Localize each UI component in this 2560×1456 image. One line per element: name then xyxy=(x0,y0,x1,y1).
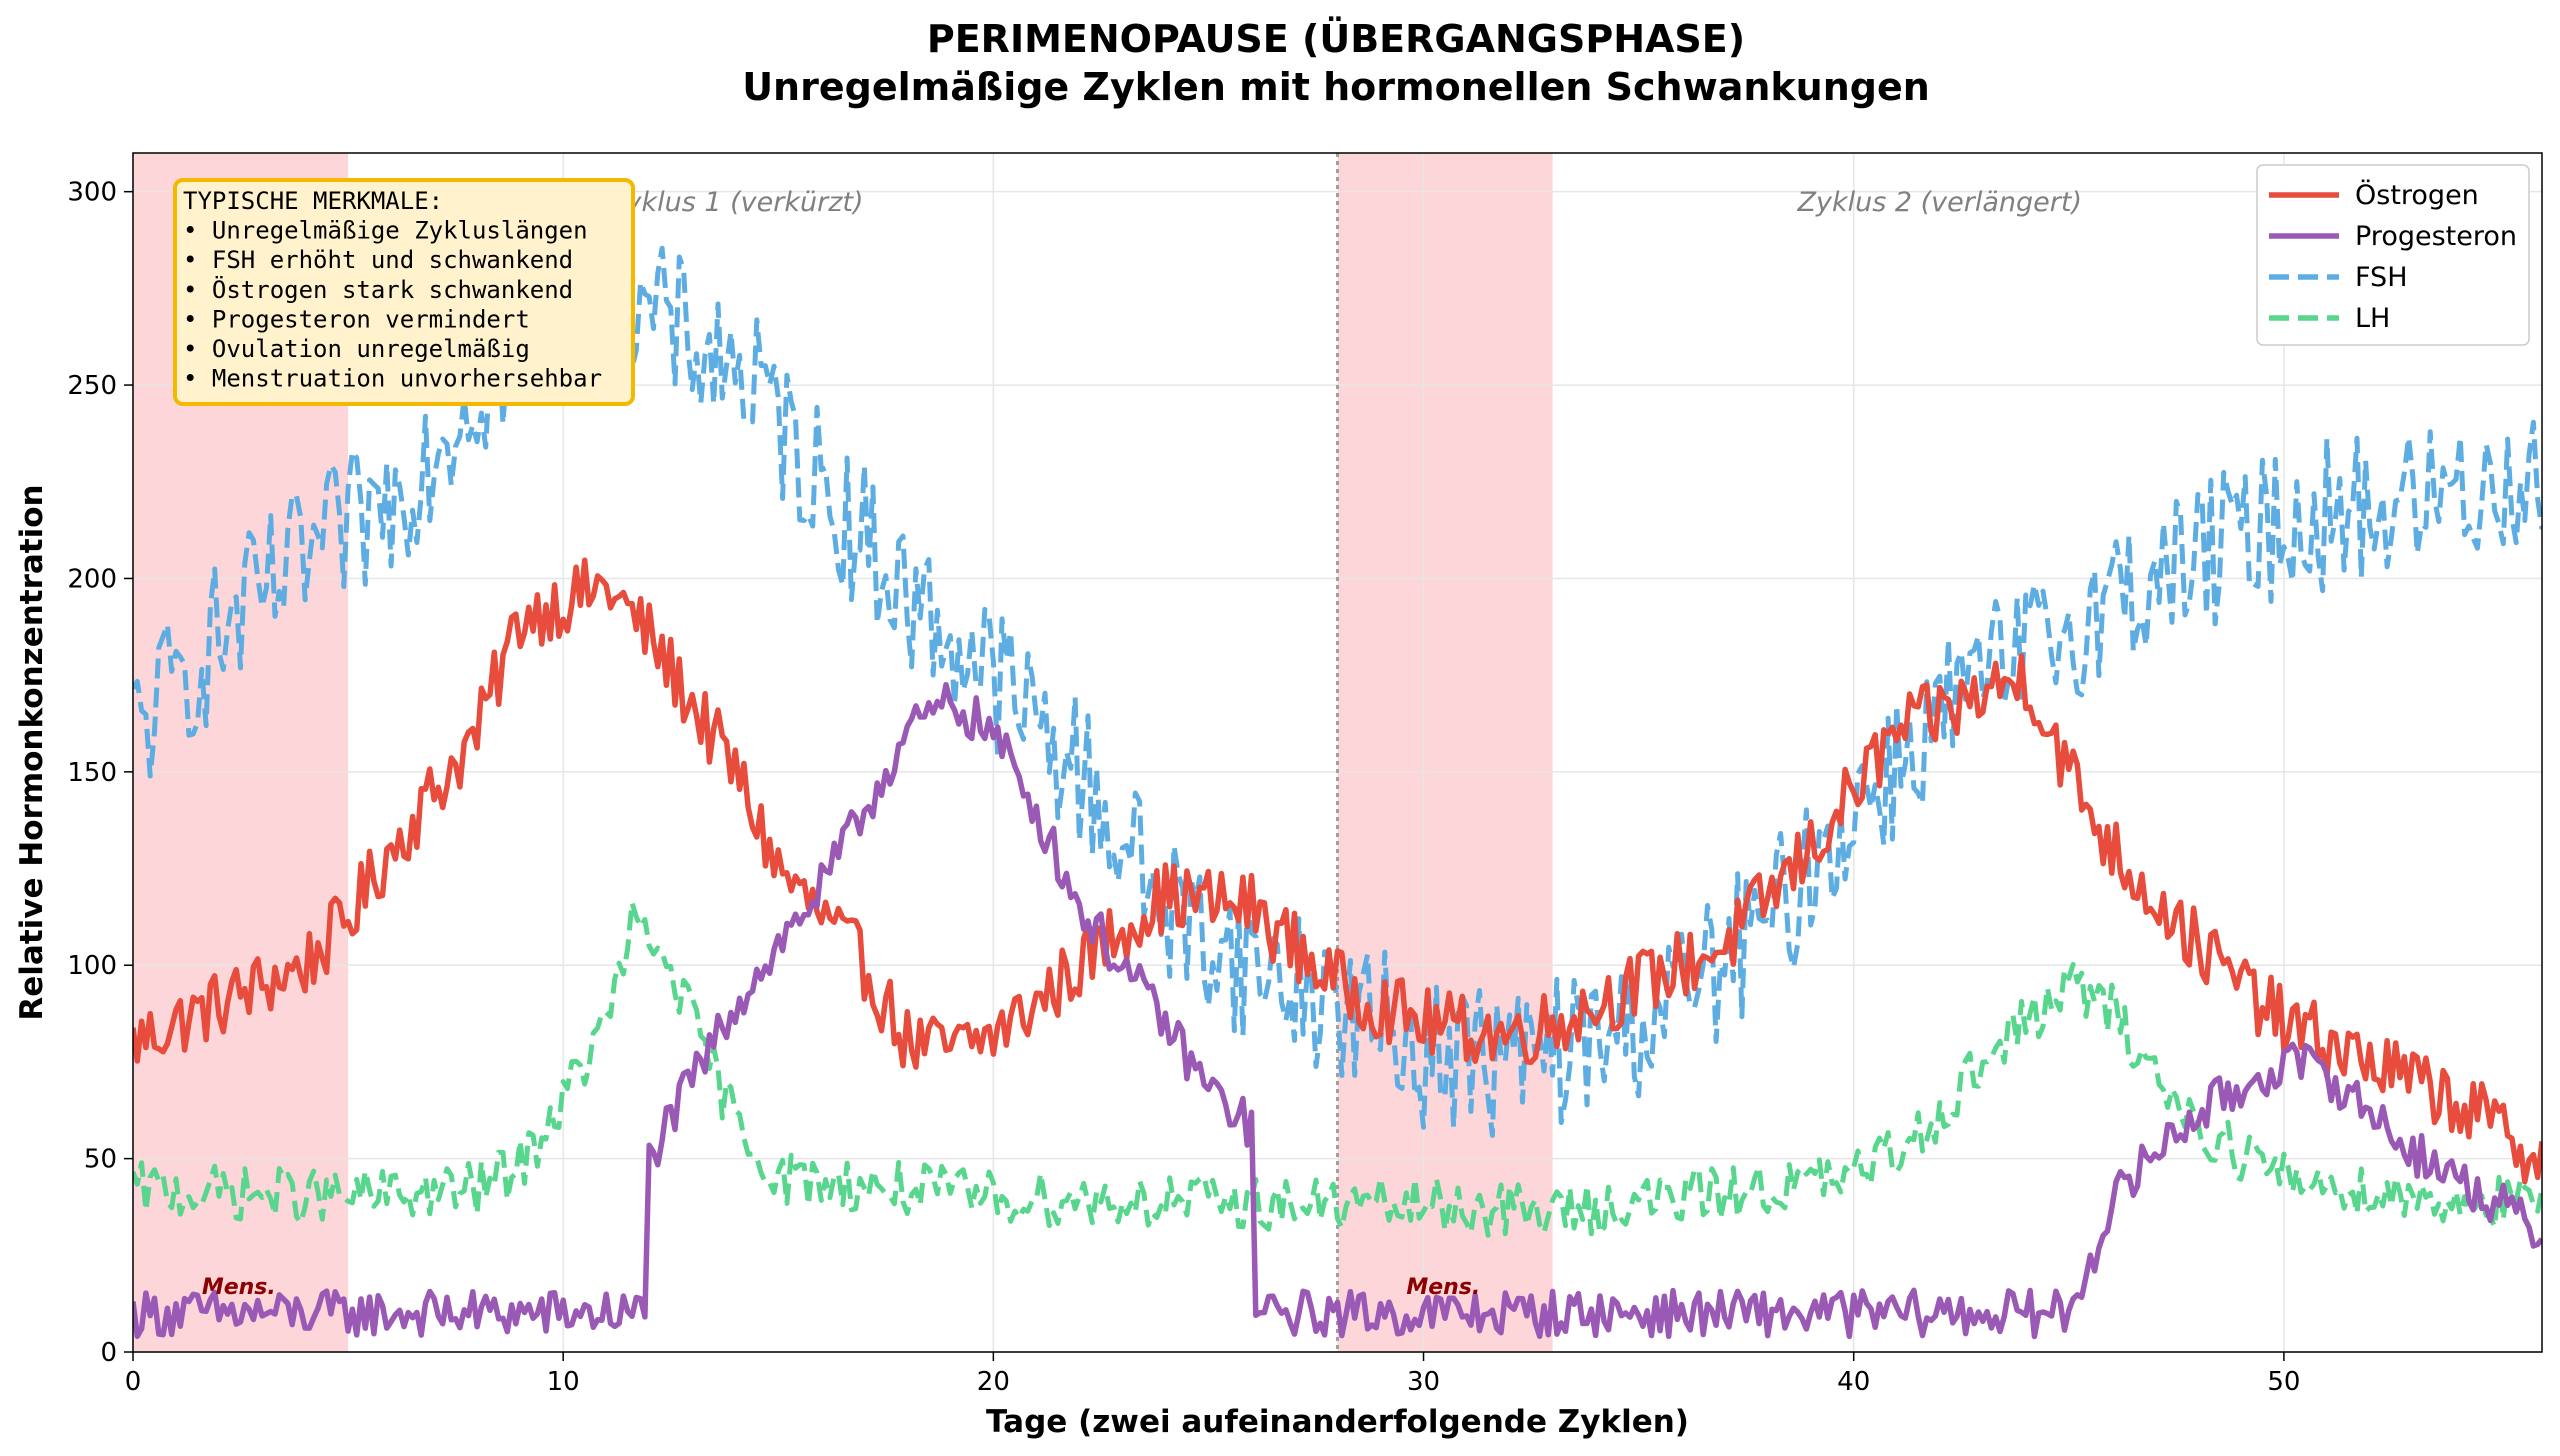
info-box-frame xyxy=(173,178,635,406)
series-line-strogen xyxy=(133,557,2542,1185)
cycle-label-2: Zyklus 2 (verlängert) xyxy=(1797,187,2083,218)
x-tick-label: 50 xyxy=(2267,1367,2300,1397)
y-axis-ticks: 0 50 100 150 200 250 300 xyxy=(67,178,133,1368)
x-tick-label: 30 xyxy=(1407,1367,1440,1397)
cycle-labels: Zyklus 1 (verkürzt) Zyklus 2 (verlängert) xyxy=(606,187,2082,218)
info-box-line: TYPISCHE MERKMALE: xyxy=(183,187,443,215)
info-box-line: • Ovulation unregelmäßig xyxy=(183,335,530,363)
x-axis-ticks: 0 10 20 30 40 50 xyxy=(125,1352,2300,1397)
series-lines xyxy=(133,245,2542,1340)
legend-label-2: Progesteron xyxy=(2355,221,2517,252)
x-tick-label: 40 xyxy=(1837,1367,1870,1397)
legend: Östrogen Progesteron FSH LH xyxy=(2256,164,2530,346)
info-box-line: • Menstruation unvorhersehbar xyxy=(183,365,602,393)
info-box-line: • FSH erhöht und schwankend xyxy=(183,246,573,274)
plot-frame xyxy=(132,152,2543,1353)
y-tick-label: 150 xyxy=(67,758,117,788)
mens-label-1: Mens. xyxy=(202,1275,276,1300)
y-tick-label: 0 xyxy=(100,1338,117,1368)
info-box-line: • Progesteron vermindert xyxy=(183,305,530,333)
mens-labels: Mens. Mens. xyxy=(202,1275,1480,1300)
y-tick-label: 50 xyxy=(84,1145,117,1175)
series-line-progesteron xyxy=(133,681,2542,1340)
y-tick-label: 250 xyxy=(67,371,117,401)
series-line-fsh xyxy=(133,245,2542,1138)
info-box: TYPISCHE MERKMALE:• Unregelmäßige Zyklus… xyxy=(173,178,635,406)
legend-label-4: LH xyxy=(2355,303,2390,334)
mens-label-2: Mens. xyxy=(1406,1275,1480,1300)
cycle-label-1: Zyklus 1 (verkürzt) xyxy=(606,187,864,218)
menstruation-span-2 xyxy=(1337,153,1553,1352)
legend-label-3: FSH xyxy=(2355,262,2408,293)
y-tick-label: 100 xyxy=(67,951,117,981)
x-axis-label: Tage (zwei aufeinanderfolgende Zyklen) xyxy=(986,1404,1689,1440)
legend-frame xyxy=(2256,164,2530,346)
y-axis-label: Relative Hormonkonzentration xyxy=(14,484,50,1020)
series-line-lh xyxy=(133,900,2542,1238)
x-tick-label: 0 xyxy=(125,1367,142,1397)
y-tick-label: 300 xyxy=(67,178,117,208)
chart-subtitle: Unregelmäßige Zyklen mit hormonellen Sch… xyxy=(742,65,1930,109)
y-tick-label: 200 xyxy=(67,564,117,594)
info-box-line: • Unregelmäßige Zykluslängen xyxy=(183,217,588,245)
legend-label-1: Östrogen xyxy=(2355,179,2479,211)
info-box-line: • Östrogen stark schwankend xyxy=(183,275,573,304)
x-tick-label: 10 xyxy=(547,1367,580,1397)
chart-title: PERIMENOPAUSE (ÜBERGANGSPHASE) xyxy=(927,17,1745,61)
x-tick-label: 20 xyxy=(977,1367,1010,1397)
